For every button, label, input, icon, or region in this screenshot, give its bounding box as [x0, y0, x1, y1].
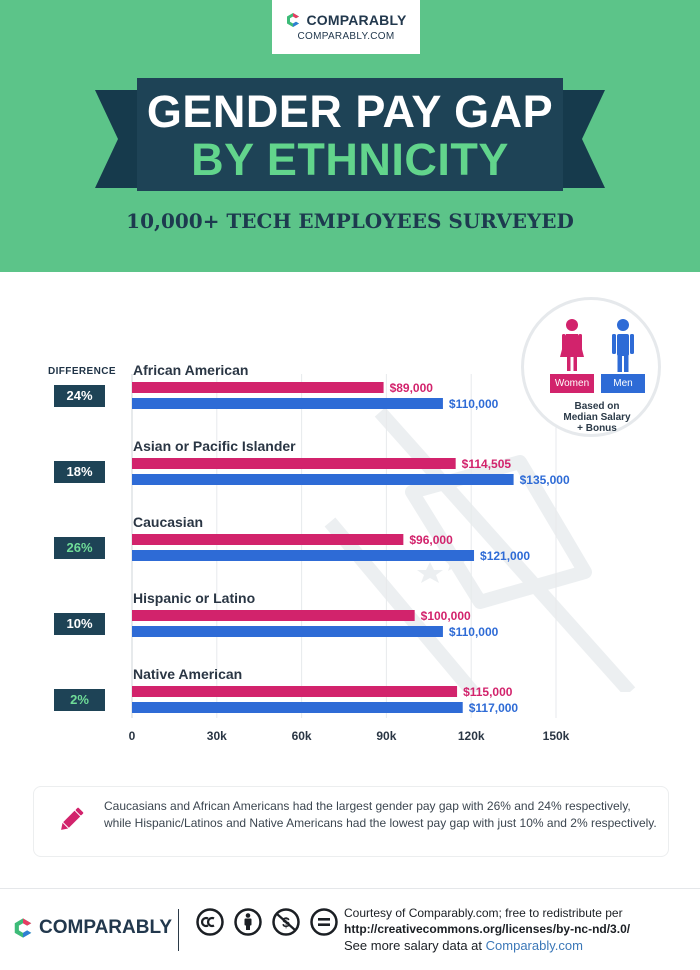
- legend: [521, 297, 661, 437]
- logo-name: COMPARABLY: [306, 12, 407, 28]
- by-attribution-icon: [234, 908, 262, 936]
- x-tick-label: 0: [129, 729, 136, 743]
- logo-card[interactable]: COMPARABLY COMPARABLY.COM: [272, 0, 420, 54]
- women-value-label: $100,000: [421, 609, 471, 623]
- comparably-logo-icon: [287, 13, 300, 27]
- women-value-label: $96,000: [409, 533, 453, 547]
- category-label: Native American: [133, 666, 243, 682]
- credit-line: Courtesy of Comparably.com; free to redi…: [344, 906, 623, 920]
- men-bar: [132, 626, 443, 637]
- difference-badge: 26%: [54, 537, 105, 559]
- cc-icon: [196, 908, 224, 936]
- man-figure-icon: [612, 319, 634, 372]
- no-derivatives-icon: [310, 908, 338, 936]
- difference-badge: 10%: [54, 613, 105, 635]
- category-label: Caucasian: [133, 514, 204, 530]
- footer-logo[interactable]: COMPARABLY: [12, 917, 172, 939]
- more-prefix: See more salary data at: [344, 938, 486, 953]
- women-bar: [132, 458, 456, 469]
- women-value-label: $89,000: [390, 381, 434, 395]
- comparably-logo-icon: [14, 918, 32, 938]
- men-bar: [132, 398, 443, 409]
- insight-callout: Caucasians and African Americans had the…: [33, 786, 669, 857]
- men-value-label: $117,000: [469, 701, 519, 715]
- legend-men: Men: [601, 374, 645, 393]
- woman-figure-icon: [560, 319, 584, 371]
- grid-lines: [131, 374, 557, 718]
- footer-credit: Courtesy of Comparably.com; free to redi…: [344, 905, 630, 954]
- women-bar: [132, 534, 404, 545]
- difference-badge: 2%: [54, 689, 105, 711]
- men-value-label: $110,000: [449, 625, 499, 639]
- difference-badge: 24%: [54, 385, 105, 407]
- category-label: African American: [133, 362, 249, 378]
- legend-women: Women: [550, 374, 594, 393]
- men-bar: [132, 550, 475, 561]
- callout-text: Caucasians and African Americans had the…: [104, 799, 657, 830]
- category-label: Hispanic or Latino: [133, 590, 256, 606]
- x-axis-ticks: 0 30k 60k 90k 120k 150k: [129, 729, 570, 743]
- legend-note: Based on Median Salary + Bonus: [549, 401, 645, 434]
- title-line-1: GENDER PAY GAP: [146, 86, 554, 137]
- men-value-label: $135,000: [520, 473, 570, 487]
- x-tick-label: 60k: [292, 729, 312, 743]
- comparably-link[interactable]: Comparably.com: [485, 938, 583, 953]
- logo-url: COMPARABLY.COM: [297, 31, 395, 42]
- women-bar: [132, 382, 384, 393]
- x-tick-label: 120k: [458, 729, 485, 743]
- men-bar: [132, 474, 514, 485]
- pencil-icon: [61, 807, 84, 830]
- legend-note-line: + Bonus: [577, 423, 617, 434]
- legend-note-line: Median Salary: [563, 412, 631, 423]
- men-bar: [132, 702, 463, 713]
- subtitle: 10,000+ TECH EMPLOYEES SURVEYED: [126, 209, 574, 233]
- x-tick-label: 30k: [207, 729, 227, 743]
- bars: $89,000 $110,000 $114,505 $135,000 $96,000 $1…: [132, 381, 570, 715]
- license-link[interactable]: http://creativecommons.org/licenses/by-n…: [344, 922, 631, 936]
- header: COMPARABLY COMPARABLY.COM GENDER PAY GAP…: [0, 0, 700, 272]
- title-line-2: BY ETHNICITY: [191, 134, 509, 185]
- footer: COMPARABLY $ Courtesy of Comparably.com;…: [0, 888, 700, 970]
- footer-logo-name: COMPARABLY: [39, 917, 173, 938]
- women-bar: [132, 686, 458, 697]
- category-label: Asian or Pacific Islander: [133, 438, 296, 454]
- x-tick-label: 150k: [543, 729, 570, 743]
- women-bar: [132, 610, 415, 621]
- men-value-label: $121,000: [480, 549, 530, 563]
- women-value-label: $114,505: [462, 457, 512, 471]
- difference-badge: 18%: [54, 461, 105, 483]
- men-value-label: $110,000: [449, 397, 499, 411]
- women-value-label: $115,000: [463, 685, 513, 699]
- x-tick-label: 90k: [376, 729, 396, 743]
- title-banner: [95, 78, 605, 191]
- more-data-line: See more salary data at Comparably.com: [344, 938, 630, 954]
- difference-header: DIFFERENCE: [48, 366, 116, 377]
- footer-divider: [178, 909, 179, 951]
- non-commercial-icon: $: [272, 908, 300, 936]
- legend-note-line: Based on: [574, 401, 620, 412]
